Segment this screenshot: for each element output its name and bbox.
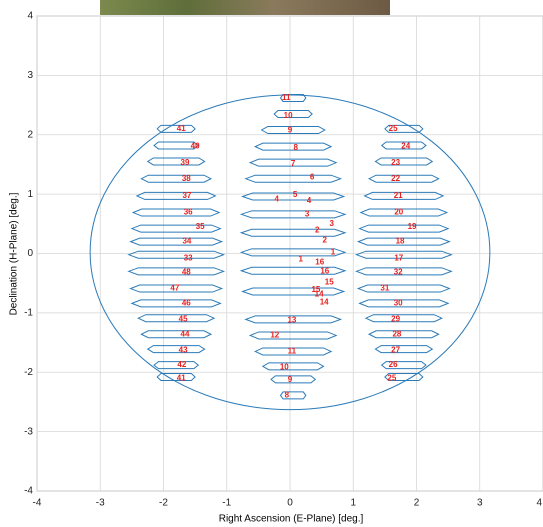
- beam-label: 12: [270, 331, 279, 340]
- beam-label: 24: [401, 142, 410, 151]
- beam-label: 3: [330, 219, 335, 228]
- beam-label: 14: [320, 297, 329, 306]
- beam-label: 8: [293, 143, 298, 152]
- x-tick-label: -3: [96, 498, 105, 509]
- beam-label: 30: [394, 298, 403, 307]
- beam-label: 1: [299, 255, 304, 264]
- x-axis-label: Right Ascension (E-Plane) [deg.]: [219, 514, 364, 525]
- x-tick-label: -2: [159, 498, 168, 509]
- beam-label: 22: [391, 174, 400, 183]
- beam-label: 11: [282, 93, 291, 102]
- beam-label: 17: [394, 253, 403, 262]
- y-tick-label: 0: [27, 248, 33, 259]
- y-tick-label: 1: [27, 189, 33, 200]
- beam-label: 1: [331, 247, 336, 256]
- x-tick-label: 0: [287, 498, 293, 509]
- beam-label: 25: [389, 124, 398, 133]
- beam-label: 18: [396, 237, 405, 246]
- x-tick-label: 2: [414, 498, 420, 509]
- beam-label: 44: [181, 329, 190, 338]
- beam-label: 6: [310, 173, 315, 182]
- y-tick-label: 3: [27, 70, 33, 81]
- beam-label: 46: [182, 298, 191, 307]
- x-tick-label: 1: [350, 498, 356, 509]
- y-tick-label: -4: [24, 486, 33, 497]
- beam-label: 10: [284, 111, 293, 120]
- beam-label: 16: [315, 258, 324, 267]
- beam-label: 8: [285, 391, 290, 400]
- beam-label: 21: [394, 191, 403, 200]
- beam-label: 13: [287, 316, 296, 325]
- beam-label: 15: [325, 278, 334, 287]
- y-tick-label: 4: [27, 11, 33, 22]
- beam-label: 7: [291, 159, 296, 168]
- beam-label: 10: [280, 363, 289, 372]
- beam-label: 34: [182, 237, 191, 246]
- beam-label: 47: [170, 284, 179, 293]
- beam-label: 16: [320, 266, 329, 275]
- beam-label: 9: [288, 126, 293, 135]
- beam-label: 41: [177, 373, 186, 382]
- beam-label: 38: [182, 174, 191, 183]
- page: -4-3-2-101234-4-3-2-10123411109876544332…: [0, 0, 543, 527]
- beam-label: 37: [182, 191, 191, 200]
- beam-label: 23: [391, 158, 400, 167]
- beam-label: 29: [391, 315, 400, 324]
- beam-label: 43: [179, 345, 188, 354]
- chart: -4-3-2-101234-4-3-2-10123411109876544332…: [0, 0, 543, 527]
- y-tick-label: 2: [27, 129, 33, 140]
- beam-label: 28: [392, 329, 401, 338]
- x-tick-label: 3: [477, 498, 483, 509]
- beam-label: 26: [389, 360, 398, 369]
- x-tick-label: -4: [33, 498, 42, 509]
- beam-label: 4: [307, 196, 312, 205]
- beam-label: 5: [293, 190, 298, 199]
- beam-label: 25: [387, 373, 396, 382]
- beam-label: 31: [380, 284, 389, 293]
- beam-label: 2: [323, 236, 328, 245]
- y-tick-label: -3: [24, 426, 33, 437]
- beam-label: 11: [288, 347, 297, 356]
- beam-label: 4: [274, 195, 279, 204]
- beam-label: 48: [182, 268, 191, 277]
- y-axis-label: Declination (H-Plane) [deg.]: [9, 192, 20, 315]
- beam-label: 19: [408, 222, 417, 231]
- beam-label: 27: [391, 345, 400, 354]
- beam-label: 32: [394, 268, 403, 277]
- x-tick-label: 4: [536, 498, 542, 509]
- beam-label: 41: [177, 124, 186, 133]
- beam-label: 39: [181, 158, 190, 167]
- beam-label: 20: [394, 208, 403, 217]
- beam-label: 3: [305, 209, 310, 218]
- beam-label: 2: [315, 225, 320, 234]
- x-tick-label: -1: [222, 498, 231, 509]
- y-tick-label: -1: [24, 308, 33, 319]
- beam-label: 40: [191, 142, 200, 151]
- beam-label: 45: [179, 315, 188, 324]
- beam-label: 35: [196, 222, 205, 231]
- beam-label: 42: [177, 360, 186, 369]
- beam-label: 9: [288, 375, 293, 384]
- y-tick-label: -2: [24, 367, 33, 378]
- beam-label: 36: [184, 208, 193, 217]
- beam-label: 33: [184, 253, 193, 262]
- photo-strip: [100, 0, 390, 15]
